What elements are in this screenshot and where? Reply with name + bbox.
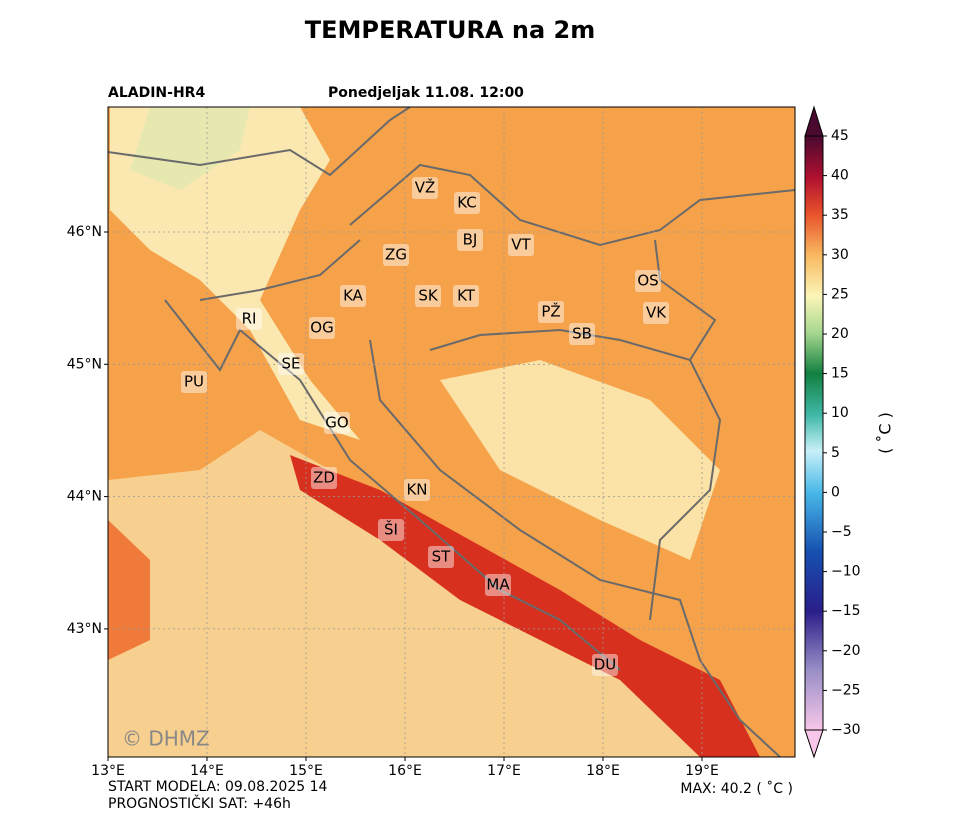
colorbar-tick-label: 25 [831, 286, 849, 302]
city-box [309, 317, 335, 339]
city-box [378, 519, 404, 541]
city-box [635, 270, 661, 292]
x-tick-label: 15°E [289, 763, 323, 779]
city-label: ŠI [384, 520, 398, 539]
cool-area [110, 107, 360, 440]
city-label: KN [406, 481, 427, 499]
city-box [311, 467, 337, 489]
city-label: KT [457, 287, 476, 305]
colorbar-ticks: −30 −25 −20 −15 −10 −5 0 5 10 15 20 25 30 35 40 45 [823, 128, 861, 738]
sea [108, 430, 740, 757]
city-label: MA [486, 576, 510, 594]
city-box [412, 177, 438, 199]
city-label: SK [418, 287, 439, 305]
colorbar-tick-label: 0 [831, 484, 840, 500]
city-label: SB [572, 325, 592, 343]
city-box [453, 285, 479, 307]
city-label: OS [637, 272, 658, 290]
city-label: SE [282, 355, 301, 373]
y-tick-label: 44°N [67, 489, 102, 505]
colorbar-label: ( ˚C ) [876, 412, 895, 454]
city-label: RI [242, 310, 257, 328]
city-box [278, 353, 304, 375]
map-frame [107, 106, 796, 758]
x-tick-label: 19°E [685, 763, 719, 779]
city-label: PU [184, 373, 204, 391]
colorbar-tick-label: −20 [831, 643, 861, 659]
colorbar-tick-label: 10 [831, 405, 849, 421]
colorbar-tick-label: 35 [831, 207, 849, 223]
lead-time: PROGNOSTIČKI SAT: +46h [108, 794, 291, 812]
max-value: MAX: 40.2 ( ˚C ) [680, 780, 793, 797]
city-box [324, 412, 350, 434]
x-tick-label: 17°E [487, 763, 521, 779]
colorbar-tick-label: −10 [831, 564, 861, 580]
x-tick-label: 18°E [586, 763, 620, 779]
warm-coast [290, 455, 760, 757]
city-label: KC [457, 194, 477, 212]
model-start: START MODELA: 09.08.2025 14 [108, 779, 327, 795]
valid-time: Ponedjeljak 11.08. 12:00 [328, 85, 524, 101]
model-name: ALADIN-HR4 [108, 85, 205, 101]
city-box [538, 301, 564, 323]
colorbar-tick-label: −5 [831, 524, 852, 540]
city-label: KA [343, 287, 364, 305]
y-tick-label: 43°N [67, 621, 102, 637]
colorbar-tick-label: 20 [831, 326, 849, 342]
title: TEMPERATURA na 2m [305, 16, 595, 44]
colorbar-extend [804, 729, 824, 759]
city-box [485, 574, 511, 596]
city-label: OG [310, 319, 333, 337]
colorbar-tick-label: 5 [831, 445, 840, 461]
city-box [428, 546, 454, 568]
city-box [236, 308, 262, 330]
cool-area [440, 360, 720, 560]
y-tick-label: 46°N [67, 224, 102, 240]
colorbar-extend [804, 105, 824, 137]
city-label: BJ [463, 231, 478, 249]
city-label: ZD [313, 469, 335, 487]
city-box [643, 302, 669, 324]
city-box [404, 479, 430, 501]
italy [108, 520, 150, 660]
city-label: GO [325, 414, 348, 432]
city-box [592, 654, 618, 676]
city-box [508, 234, 534, 256]
colorbar-tick-label: −15 [831, 603, 861, 619]
city-label: DU [594, 656, 617, 674]
colorbar-tick-label: −25 [831, 682, 861, 698]
city-box [340, 285, 366, 307]
watermark: © DHMZ [122, 727, 210, 751]
city-label: ST [432, 548, 452, 566]
x-tick-label: 14°E [190, 763, 224, 779]
borders [108, 107, 795, 757]
cities: VŽ KC BJ VT ZG OS KA SK KT PŽ VK RI OG SB SE PU GO ZD KN ŠI… [181, 177, 669, 676]
cool-area [130, 107, 250, 190]
x-tick-label: 13°E [91, 763, 125, 779]
city-label: VK [646, 304, 667, 322]
colorbar-tick-label: −30 [831, 722, 861, 738]
colorbar [804, 135, 824, 731]
x-tick-label: 16°E [388, 763, 422, 779]
city-box [454, 192, 480, 214]
colorbar-tick-label: 45 [831, 128, 849, 144]
city-label: VŽ [415, 178, 436, 197]
city-box [415, 285, 441, 307]
city-label: ZG [385, 246, 407, 264]
city-box [383, 244, 409, 266]
city-box [457, 229, 483, 251]
colorbar-tick-label: 40 [831, 168, 849, 184]
colorbar-tick-label: 15 [831, 366, 849, 382]
city-box [181, 371, 207, 393]
city-label: PŽ [541, 302, 560, 321]
y-tick-label: 45°N [67, 356, 102, 372]
city-box [569, 323, 595, 345]
map-field [108, 107, 795, 757]
colorbar-tick-label: 30 [831, 247, 849, 263]
city-label: VT [511, 236, 531, 254]
